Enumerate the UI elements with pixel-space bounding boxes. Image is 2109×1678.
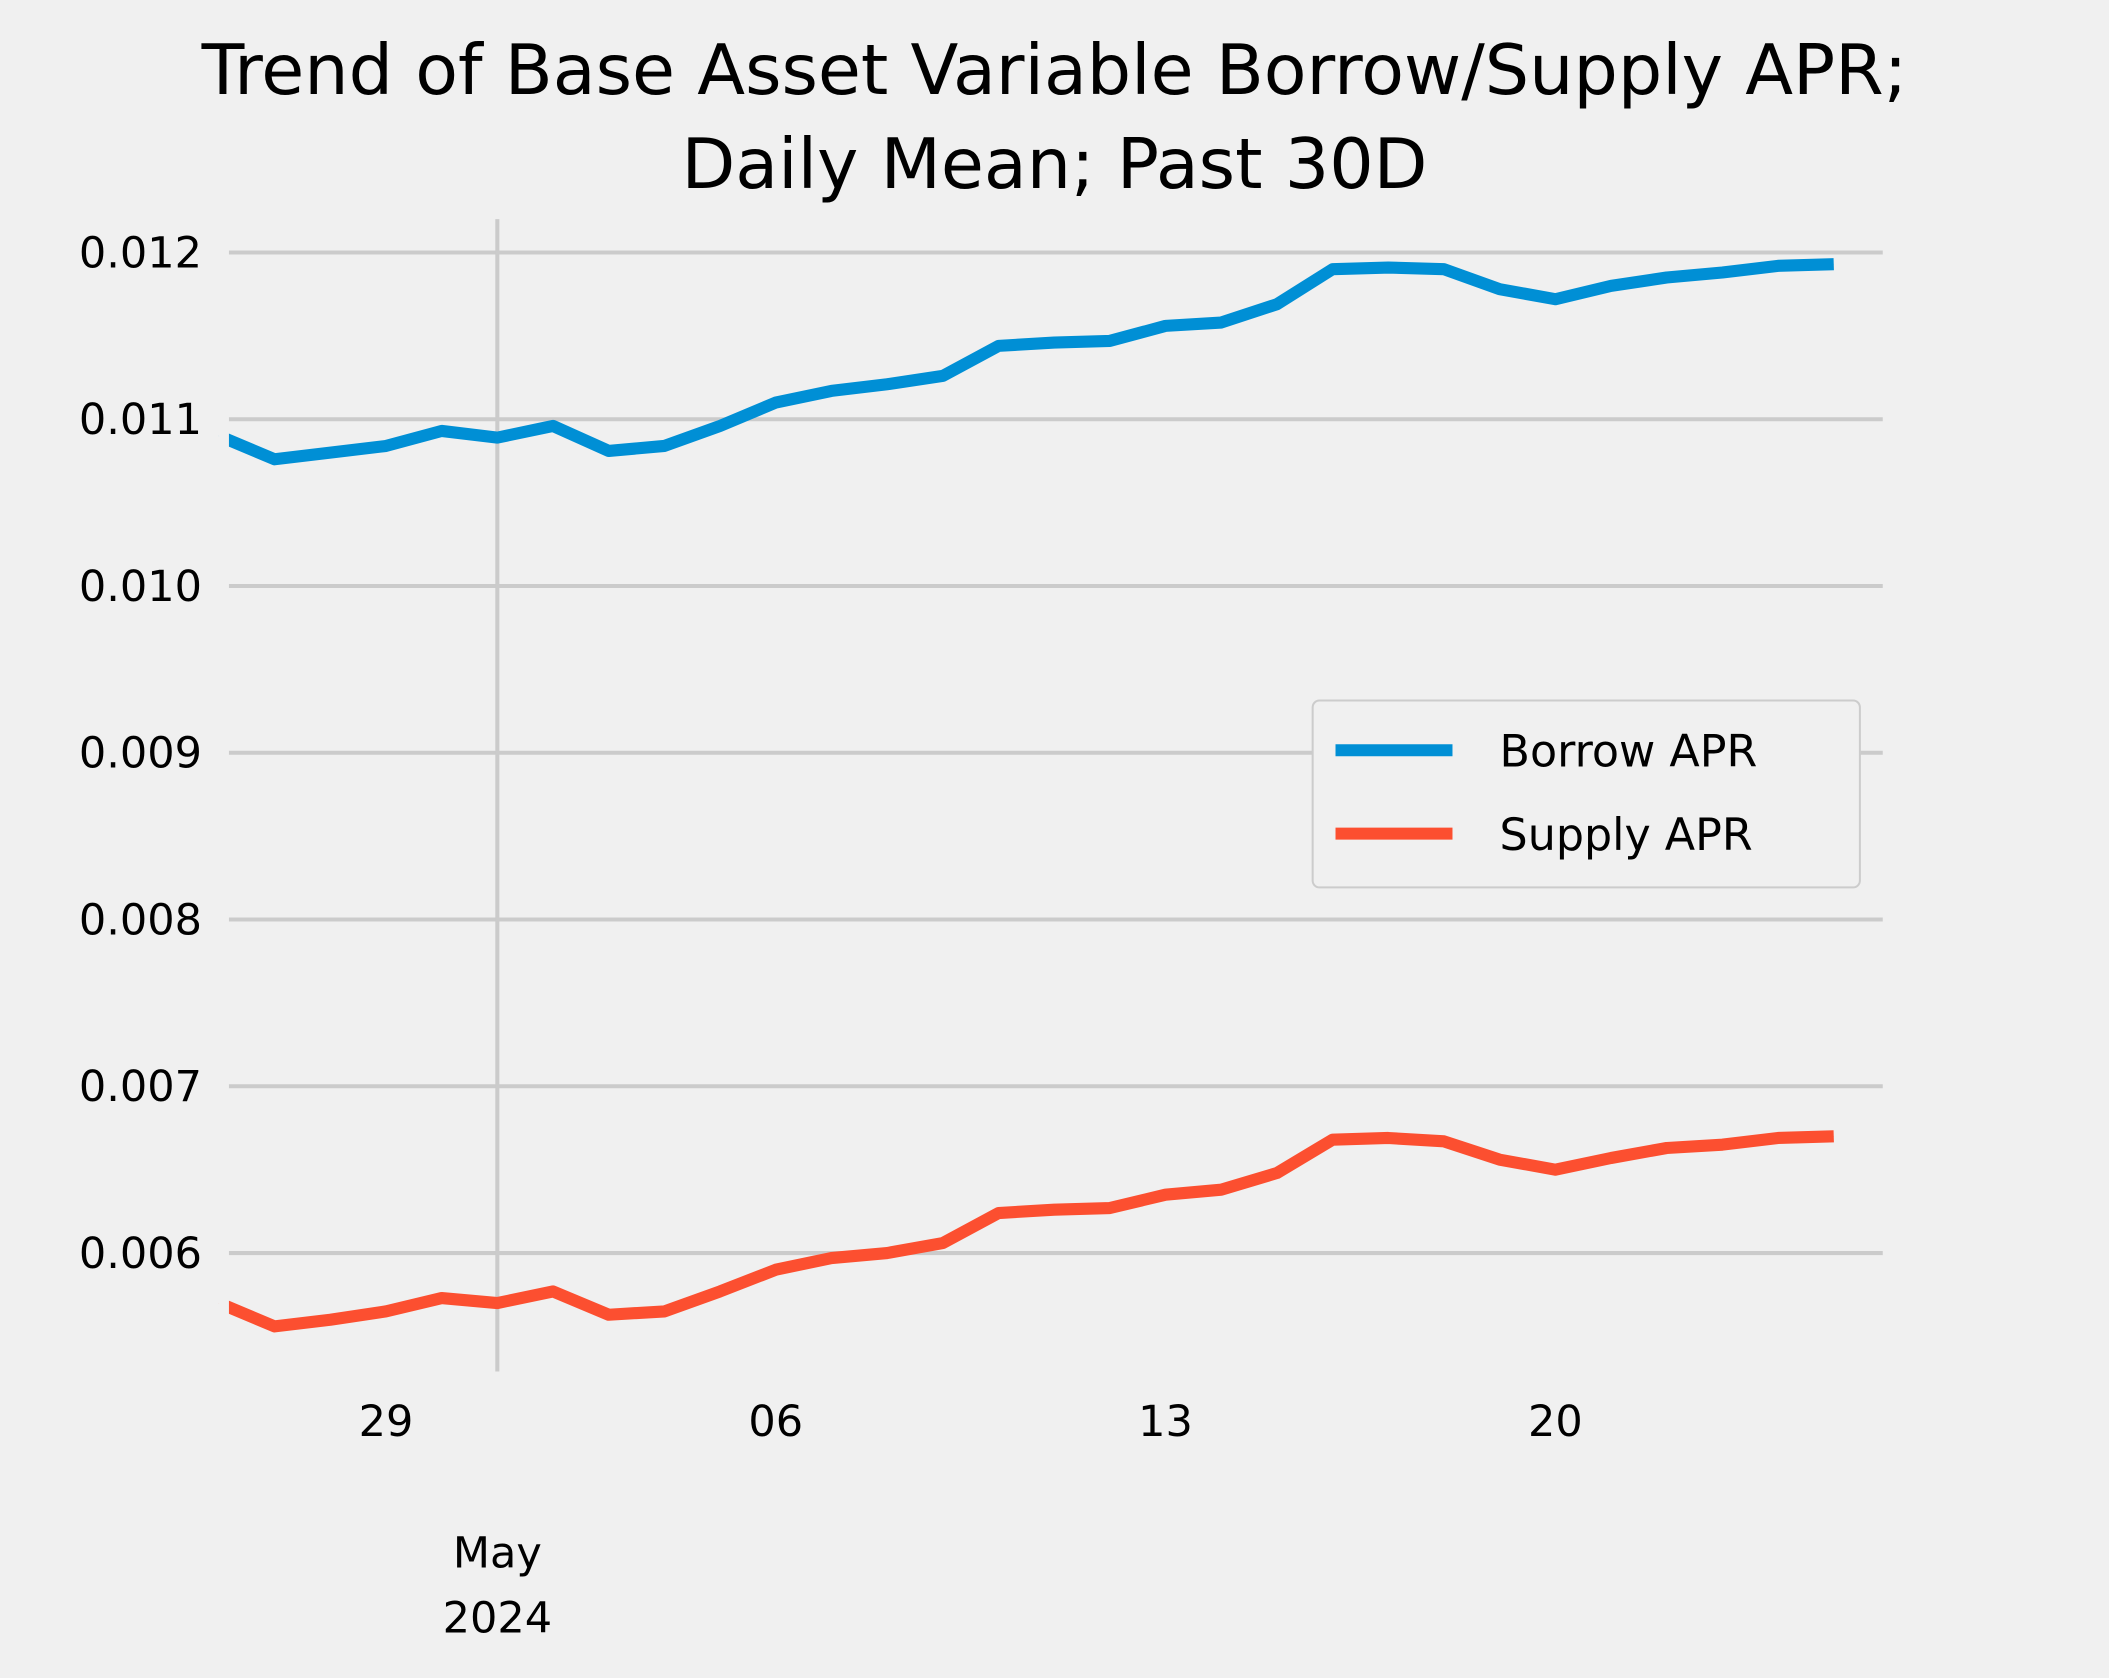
x-tick-label: 29 xyxy=(359,1397,414,1447)
chart-title-line-2: Daily Mean; Past 30D xyxy=(681,124,1427,205)
legend: Borrow APR Supply APR xyxy=(1311,699,1861,889)
chart-title-line-1: Trend of Base Asset Variable Borrow/Supp… xyxy=(201,30,1908,111)
series-line-borrow-apr xyxy=(228,258,1834,466)
legend-label-borrow: Borrow APR xyxy=(1500,726,1758,777)
y-tick-label: 0.010 xyxy=(79,562,202,612)
legend-label-supply: Supply APR xyxy=(1500,810,1753,861)
y-tick-label: 0.012 xyxy=(79,228,202,278)
y-tick-label: 0.007 xyxy=(79,1062,202,1112)
x-month-label: May xyxy=(453,1529,542,1579)
y-tick-label: 0.011 xyxy=(79,395,202,445)
y-tick-label: 0.008 xyxy=(79,895,202,945)
x-month-label: 2024 xyxy=(443,1593,552,1643)
x-tick-label: 20 xyxy=(1528,1397,1583,1447)
x-tick-label: 06 xyxy=(748,1397,803,1447)
y-tick-label: 0.006 xyxy=(79,1229,202,1279)
y-tick-label: 0.009 xyxy=(79,729,202,779)
series-line-supply-apr xyxy=(228,1130,1834,1333)
x-tick-label: 13 xyxy=(1138,1397,1193,1447)
